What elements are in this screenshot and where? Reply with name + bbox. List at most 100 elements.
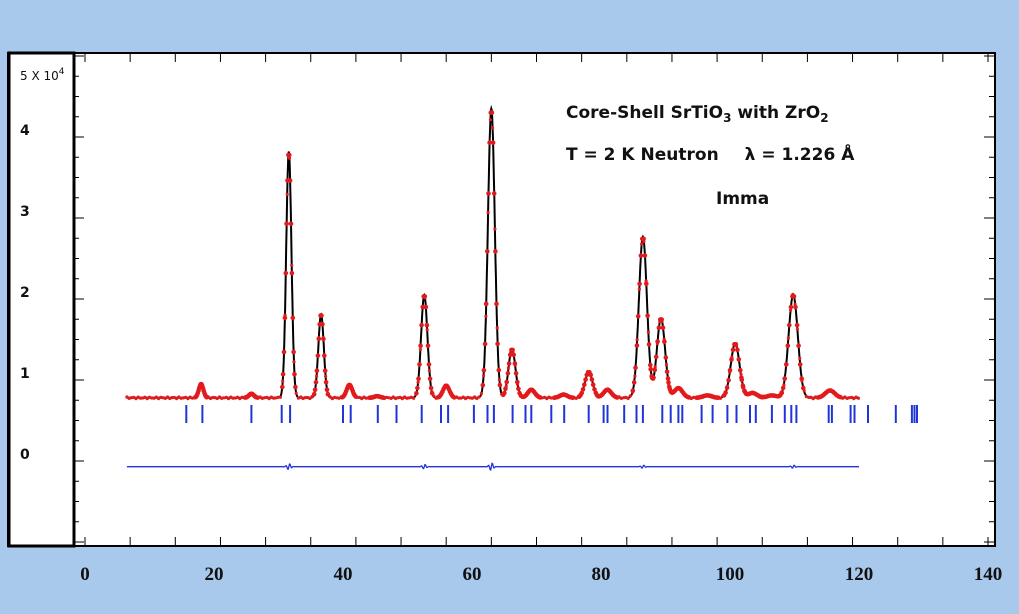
observed-point (795, 327, 800, 331)
observed-point (856, 396, 861, 400)
observed-point (645, 313, 650, 319)
observed-point (226, 397, 231, 401)
observed-point (740, 383, 746, 388)
observed-point (427, 369, 431, 373)
observed-point (280, 372, 286, 377)
observed-point (788, 304, 794, 310)
observed-point (644, 281, 649, 287)
observed-point (486, 191, 491, 196)
observed-point (785, 343, 791, 349)
observed-point (495, 341, 500, 347)
observed-point (477, 395, 481, 399)
observed-point (666, 380, 671, 385)
observed-point (614, 395, 620, 400)
observed-point (290, 263, 294, 267)
observed-point (204, 394, 210, 400)
observed-point (574, 396, 578, 400)
observed-point (504, 379, 510, 385)
observed-point (686, 395, 692, 400)
observed-point (487, 140, 492, 145)
observed-point (475, 396, 479, 401)
observed-point (782, 376, 787, 381)
observed-point (324, 387, 330, 393)
observed-point (497, 378, 501, 382)
observed-point (662, 339, 667, 345)
observed-point (570, 395, 576, 401)
observed-point (787, 322, 792, 328)
observed-point (648, 366, 653, 372)
observed-point (723, 390, 728, 395)
x-tick-label: 80 (592, 564, 611, 585)
observed-point (736, 357, 742, 362)
observed-point (784, 362, 789, 367)
observed-point (538, 395, 543, 400)
observed-point (481, 367, 487, 373)
observed-point (313, 380, 319, 385)
observed-point (652, 367, 658, 373)
observed-point (588, 372, 593, 378)
observed-point (809, 395, 813, 399)
observed-point (238, 397, 242, 401)
observed-point (315, 353, 321, 358)
observed-point (796, 343, 801, 349)
observed-point (646, 342, 652, 347)
observed-point (284, 221, 289, 227)
observed-point (282, 315, 288, 321)
observed-point (665, 376, 671, 381)
observed-point (513, 370, 519, 376)
observed-point (480, 382, 486, 388)
observed-point (163, 396, 167, 400)
observed-point (660, 325, 666, 331)
observed-point (801, 385, 806, 391)
observed-point (418, 347, 422, 352)
observed-point (641, 236, 646, 242)
observed-point (285, 192, 289, 196)
observed-point (360, 397, 364, 401)
observed-point (724, 385, 730, 391)
observed-point (429, 391, 435, 396)
observed-point (503, 386, 508, 392)
observed-point (450, 394, 456, 400)
observed-point (290, 315, 296, 321)
y-tick-label: 2 (20, 285, 30, 301)
observed-point (511, 352, 516, 358)
observed-point (337, 396, 341, 400)
observed-point (320, 321, 325, 327)
x-tick-label: 140 (974, 564, 1003, 585)
observed-point (145, 397, 149, 401)
observed-point (312, 387, 318, 393)
sample-title: Core-Shell SrTiO3 with ZrO2 (566, 103, 829, 125)
space-group-label: Imma (716, 189, 769, 209)
observed-point (507, 352, 513, 358)
observed-point (797, 362, 803, 367)
difference-curve (126, 462, 859, 471)
observed-point (656, 325, 662, 331)
x-tick-label: 120 (845, 564, 874, 585)
observed-point (400, 397, 404, 401)
observed-point (811, 397, 815, 401)
observed-point (491, 126, 495, 130)
observed-point (316, 336, 322, 342)
y-tick-label: 4 (20, 123, 30, 139)
observed-point (281, 379, 285, 383)
observed-point (283, 270, 289, 276)
observed-point (424, 322, 430, 328)
observed-point (515, 379, 520, 385)
observed-point (292, 360, 296, 364)
observed-point (852, 397, 856, 401)
observed-point (287, 156, 292, 160)
observed-point (592, 387, 597, 392)
x-tick-label: 60 (463, 564, 482, 585)
observed-point (422, 294, 428, 299)
observed-point (311, 391, 317, 397)
observed-point (483, 301, 489, 307)
y-tick-label: 1 (20, 366, 30, 382)
observed-point (659, 317, 664, 322)
y-scale-label: 5 X 104 (20, 67, 65, 83)
observed-point (293, 384, 298, 390)
observed-point (254, 395, 260, 400)
observed-point (786, 336, 791, 340)
observed-point (667, 384, 672, 390)
observed-point (579, 390, 584, 396)
observed-point (308, 396, 312, 401)
